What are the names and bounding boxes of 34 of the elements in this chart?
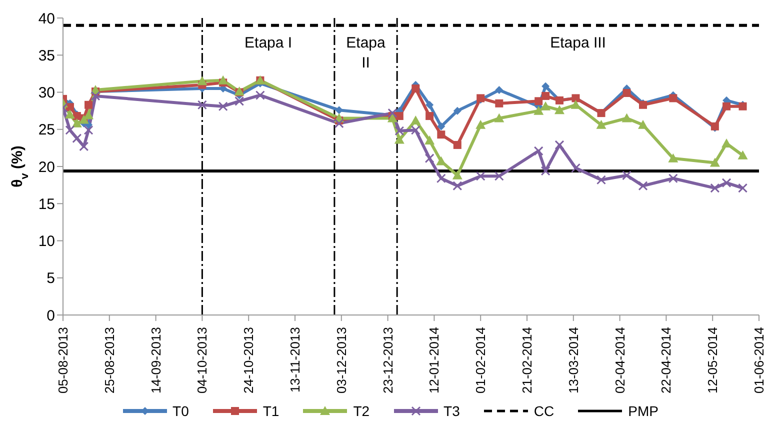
y-tick-label: 5	[46, 270, 55, 288]
x-tick-label: 14-09-2013	[148, 327, 164, 394]
x-tick-label: 24-10-2013	[241, 327, 256, 394]
y-tick-label: 15	[38, 196, 55, 213]
x-tick-label: 04-10-2013	[194, 327, 210, 394]
x-tick-label: 01-06-2014	[752, 327, 766, 394]
y-tick-label: 0	[46, 307, 55, 324]
y-tick-label: 35	[38, 47, 55, 64]
x-tick-label: 05-08-2013	[56, 327, 70, 394]
x-tick-label: 01-02-2014	[473, 327, 488, 394]
x-tick-label: 12-01-2014	[426, 327, 442, 394]
x-tick-label: 22-04-2014	[658, 327, 674, 394]
x-tick-label: 02-04-2014	[612, 327, 628, 394]
y-tick-label: 40	[38, 10, 55, 28]
legend-label: T3	[444, 403, 460, 419]
x-tick-label: 12-05-2014	[705, 327, 720, 394]
legend-label: PMP	[628, 403, 658, 419]
x-tick-label: 13-11-2013	[288, 327, 302, 393]
x-tick-label: 03-12-2013	[334, 327, 349, 394]
annotation: Etapa II	[346, 34, 386, 72]
x-tick-label: 13-03-2014	[566, 327, 581, 394]
legend-label: CC	[534, 403, 554, 419]
legend-label: T0	[172, 403, 189, 419]
annotation: Etapa I	[244, 34, 292, 52]
y-tick-label: 30	[38, 84, 55, 102]
legend-label: T2	[353, 403, 370, 419]
y-tick-label: 10	[38, 233, 55, 250]
annotation: Etapa III	[550, 34, 606, 52]
y-tick-label: 20	[38, 158, 55, 176]
legend-label: T1	[262, 403, 280, 419]
x-tick-label: 25-08-2013	[102, 327, 117, 394]
x-tick-label: 21-02-2014	[520, 327, 534, 394]
y-tick-label: 25	[38, 122, 55, 139]
x-tick-label: 23-12-2013	[380, 327, 396, 394]
